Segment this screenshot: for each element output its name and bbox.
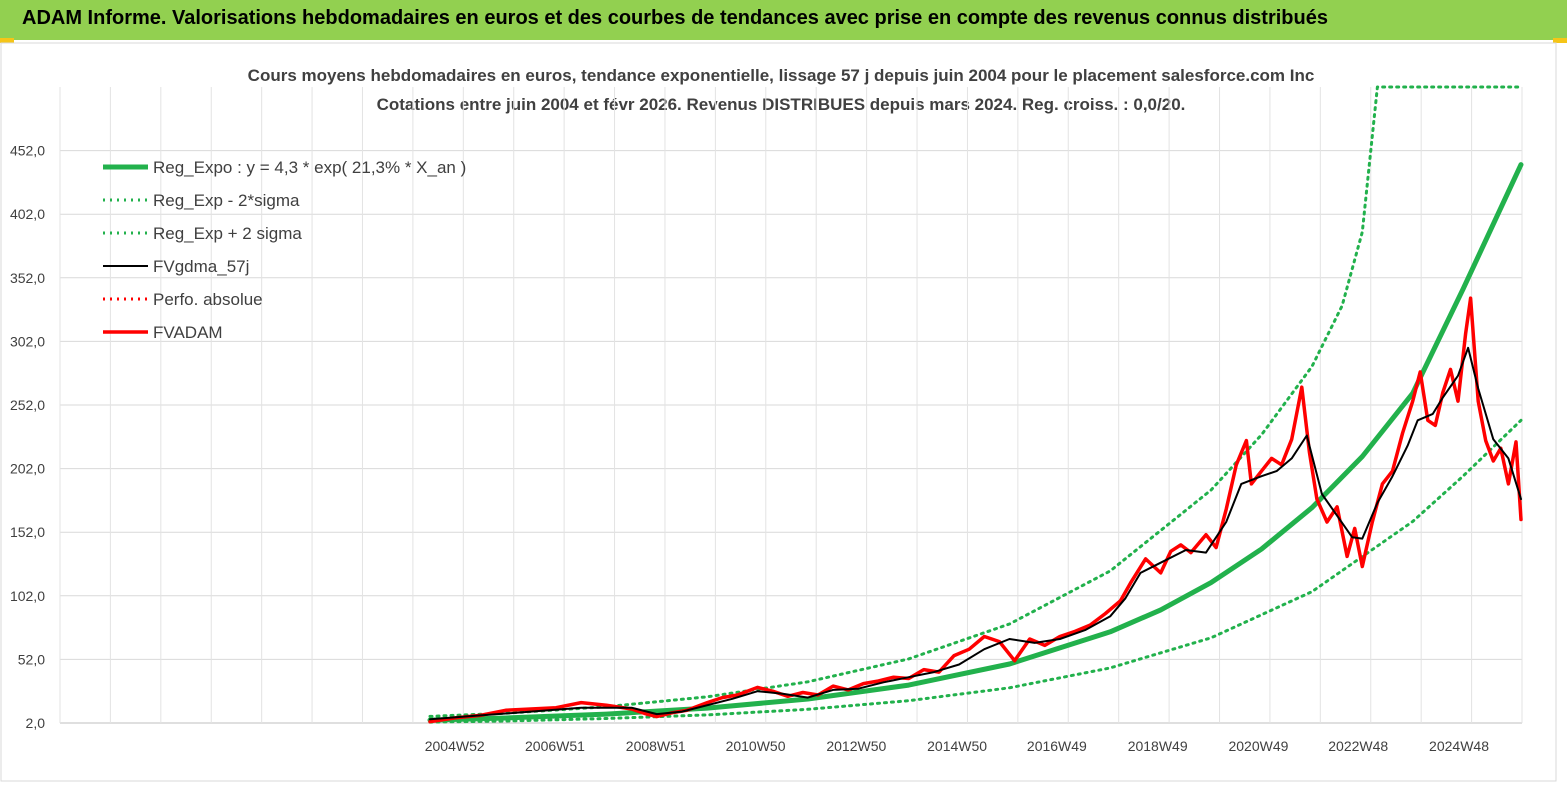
header-accent-right <box>1553 38 1567 43</box>
y-tick-label: 202,0 <box>10 461 45 477</box>
y-tick-label: 352,0 <box>10 270 45 286</box>
series-line-2 <box>428 85 1523 718</box>
legend: Reg_Expo : y = 4,3 * exp( 21,3% * X_an )… <box>103 158 466 342</box>
y-tick-label: 2,0 <box>26 715 46 731</box>
page-title: ADAM Informe. Valorisations hebdomadaire… <box>22 7 1328 29</box>
chart-frame <box>0 42 1557 782</box>
x-tick-label: 2018W49 <box>1128 738 1188 754</box>
x-tick-label: 2010W50 <box>726 738 786 754</box>
legend-label: Reg_Exp + 2 sigma <box>153 224 302 243</box>
legend-label: Reg_Exp - 2*sigma <box>153 191 300 210</box>
x-tick-label: 2008W51 <box>626 738 686 754</box>
x-tick-label: 2014W50 <box>927 738 987 754</box>
series-line-0 <box>427 162 1524 723</box>
y-tick-label: 102,0 <box>10 588 45 604</box>
series-line-1 <box>428 418 1523 724</box>
legend-label: FVgdma_57j <box>153 257 249 276</box>
series-line-5 <box>428 296 1523 724</box>
y-tick-label: 152,0 <box>10 524 45 540</box>
x-tick-label: 2020W49 <box>1228 738 1288 754</box>
x-tick-label: 2022W48 <box>1328 738 1388 754</box>
legend-label: Perfo. absolue <box>153 290 263 309</box>
header-accent-left <box>0 38 14 43</box>
series-group <box>427 85 1524 724</box>
y-tick-label: 252,0 <box>10 397 45 413</box>
series-line-3 <box>429 346 1522 721</box>
header-bar <box>0 0 1567 40</box>
x-tick-label: 2006W51 <box>525 738 585 754</box>
x-tick-label: 2004W52 <box>425 738 485 754</box>
gridlines <box>59 87 1523 724</box>
x-axis-ticks: 2004W52 2006W51 2008W51 2010W50 2012W50 2014W… <box>425 738 1489 754</box>
y-tick-label: 452,0 <box>10 143 45 159</box>
y-tick-label: 402,0 <box>10 206 45 222</box>
chart-title-line1: Cours moyens hebdomadaires en euros, ten… <box>248 66 1315 85</box>
chart-title-line2: Cotations entre juin 2004 et févr 2026. … <box>377 95 1186 114</box>
chart-svg: Cours moyens hebdomadaires en euros, ten… <box>0 42 1557 782</box>
legend-label: FVADAM <box>153 323 223 342</box>
x-tick-label: 2024W48 <box>1429 738 1489 754</box>
y-tick-label: 302,0 <box>10 333 45 349</box>
chart-area: Cours moyens hebdomadaires en euros, ten… <box>0 42 1567 783</box>
x-tick-label: 2012W50 <box>826 738 886 754</box>
x-tick-label: 2016W49 <box>1027 738 1087 754</box>
legend-label: Reg_Expo : y = 4,3 * exp( 21,3% * X_an ) <box>153 158 466 177</box>
y-axis-ticks: 2,0 52,0 102,0 152,0 202,0 252,0 302,0 352,0 402… <box>10 143 45 731</box>
y-tick-label: 52,0 <box>18 651 45 667</box>
